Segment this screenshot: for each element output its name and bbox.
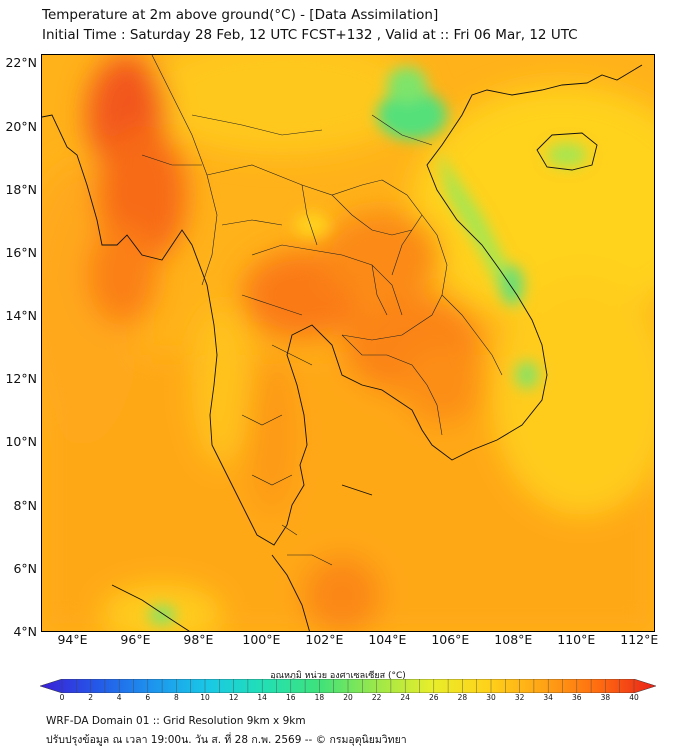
colorbar-tick-label: 6	[145, 693, 151, 702]
latitude-tick-label: 10°N	[5, 434, 37, 450]
cool-highlands	[148, 67, 587, 625]
admin-borders	[141, 55, 503, 566]
coastlines	[42, 64, 643, 631]
colorbar-tick-label: 34	[543, 693, 553, 702]
colorbar-tick-label: 40	[629, 693, 639, 702]
colorbar-tick-label: 18	[314, 693, 325, 702]
footer-update-info: ปรับปรุงข้อมูล ณ เวลา 19:00น. วัน ส. ที่…	[46, 734, 407, 746]
temperature-map	[41, 54, 655, 632]
longitude-tick-label: 96°E	[120, 632, 151, 647]
latitude-tick-label: 4°N	[13, 624, 37, 639]
colorbar-tick-label: 20	[343, 693, 353, 702]
longitude-tick-label: 94°E	[57, 632, 88, 647]
colorbar-tick-label: 38	[600, 693, 611, 702]
latitude-tick-label: 16°N	[5, 244, 37, 260]
longitude-tick-label: 104°E	[368, 632, 407, 647]
colorbar-tick-label: 36	[572, 693, 582, 702]
longitude-tick-label: 100°E	[242, 632, 281, 647]
longitude-tick-label: 98°E	[183, 632, 214, 647]
map-canvas	[42, 55, 654, 631]
colorbar-tick-label: 16	[286, 693, 296, 702]
colorbar-tick-label: 10	[200, 693, 210, 702]
colorbar-tick-label: 26	[429, 693, 439, 702]
colorbar-tick-label: 24	[400, 693, 410, 702]
colorbar-tick-label: 12	[228, 693, 239, 702]
colorbar	[40, 679, 656, 693]
latitude-tick-label: 20°N	[5, 118, 37, 134]
colorbar-tick-label: 22	[371, 693, 382, 702]
colorbar-tick-label: 0	[59, 693, 65, 702]
latitude-tick-label: 6°N	[13, 560, 37, 576]
temperature-field-gradients	[42, 55, 654, 631]
longitude-tick-label: 112°E	[620, 632, 659, 647]
longitude-tick-label: 110°E	[557, 632, 596, 647]
colorbar-tick-label: 32	[514, 693, 525, 702]
latitude-tick-label: 14°N	[5, 308, 37, 324]
map-title: Temperature at 2m above ground(°C) - [Da…	[42, 7, 439, 23]
latitude-tick-label: 8°N	[13, 497, 37, 513]
colorbar-tick-label: 30	[486, 693, 496, 702]
map-subtitle: Initial Time : Saturday 28 Feb, 12 UTC F…	[42, 27, 578, 43]
colorbar-label: อุณหภูมิ หน่วย องศาเซลเซียส (°C)	[270, 671, 406, 681]
colorbar-tick-label: 8	[174, 693, 179, 702]
latitude-tick-label: 18°N	[5, 181, 37, 197]
longitude-tick-label: 106°E	[431, 632, 470, 647]
footer-model-info: WRF-DA Domain 01 :: Grid Resolution 9km …	[46, 715, 306, 727]
colorbar-tick-label: 28	[457, 693, 468, 702]
colorbar-tick-label: 2	[88, 693, 93, 702]
longitude-tick-label: 102°E	[305, 632, 344, 647]
colorbar-tick-label: 14	[257, 693, 267, 702]
colorbar-tick-label: 4	[116, 693, 122, 702]
latitude-tick-label: 22°N	[5, 55, 37, 71]
longitude-tick-label: 108°E	[494, 632, 533, 647]
latitude-tick-label: 12°N	[5, 371, 37, 387]
